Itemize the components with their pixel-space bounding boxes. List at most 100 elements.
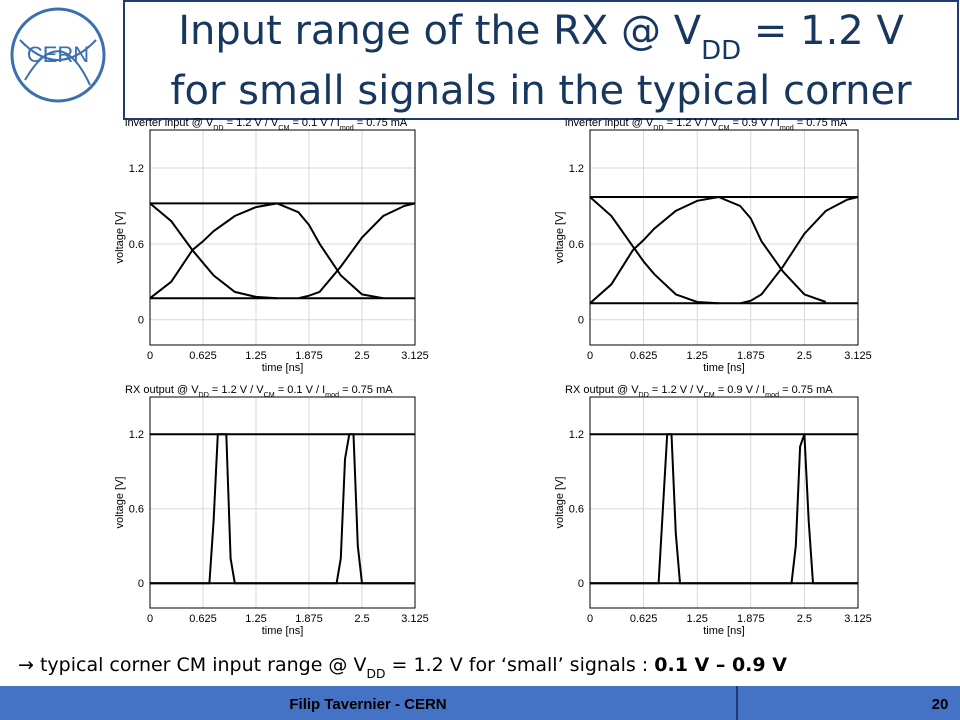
conclusion: → typical corner CM input range @ VDD = …	[18, 654, 787, 681]
plot-frame	[149, 396, 416, 609]
subscript: CM	[704, 391, 715, 399]
y-tick-label: 0	[578, 578, 584, 590]
subscript: DD	[199, 391, 209, 399]
trace	[149, 202, 278, 299]
text-run: = 0.9 V / I	[715, 384, 765, 396]
y-tick-label: 0	[578, 315, 584, 327]
text-run: = 0.75 mA	[339, 384, 393, 396]
cern-logo: CERN	[10, 7, 106, 103]
x-tick-label: 1.875	[737, 350, 765, 362]
y-tick-label: 1.2	[569, 429, 584, 441]
title-box	[123, 0, 959, 120]
trace	[589, 196, 719, 305]
text-run: = 1.2 V	[741, 8, 904, 54]
trace	[150, 433, 415, 585]
x-tick-label: 1.875	[737, 613, 765, 625]
text-run: = 1.2 V / V	[664, 117, 719, 129]
logo-ring	[10, 7, 106, 103]
y-tick-label: 0.6	[129, 504, 144, 516]
trace	[298, 202, 416, 300]
x-tick-label: 0.625	[189, 613, 217, 625]
trace	[590, 433, 858, 585]
x-tick-label: 0.625	[189, 350, 217, 362]
text-run: = 0.9 V / I	[729, 117, 779, 129]
chart: 0 0.625 1.25 1.875 2.5 3.125 0 0.6 1.2 inverter i…	[114, 117, 429, 374]
chart: 0 0.625 1.25 1.875 2.5 3.125 0 0.6 1.2 RX output …	[554, 384, 872, 637]
text-run: inverter input @ V	[565, 117, 654, 129]
x-tick-label: 0.625	[630, 613, 658, 625]
x-tick-label: 1.25	[686, 613, 707, 625]
subscript: DD	[213, 124, 223, 132]
logo-arc	[19, 39, 97, 86]
text-run: = 0.75 mA	[779, 384, 833, 396]
subscript: DD	[701, 36, 741, 66]
text-run: Input range of the RX @ V	[178, 8, 702, 54]
trace	[739, 196, 859, 305]
x-tick-label: 1.875	[295, 613, 323, 625]
subscript: mod	[765, 391, 779, 399]
x-tick-label: 2.5	[354, 613, 369, 625]
subscript: mod	[340, 124, 354, 132]
y-axis-label: voltage [V]	[554, 212, 566, 264]
slide-title: Input range of the RX @ VDD = 1.2 V	[178, 8, 904, 66]
x-axis-label: time [ns]	[262, 625, 304, 637]
plot-area	[150, 397, 415, 608]
y-axis-label: voltage [V]	[554, 477, 566, 529]
subscript: mod	[325, 391, 339, 399]
text-run: = 0.1 V / I	[275, 384, 325, 396]
x-axis-label: time [ns]	[262, 362, 304, 374]
subscript: CM	[264, 391, 275, 399]
x-tick-label: 0	[147, 613, 153, 625]
subscript: DD	[639, 391, 649, 399]
chart: 0 0.625 1.25 1.875 2.5 3.125 0 0.6 1.2 inverter i…	[554, 117, 872, 374]
text-run: = 1.2 V / V	[224, 117, 279, 129]
x-tick-label: 1.25	[245, 350, 266, 362]
x-tick-label: 3.125	[844, 613, 872, 625]
subscript: CM	[278, 124, 289, 132]
text-run: for small signals in the typical corner	[170, 68, 912, 114]
text-run: → typical corner CM input range @ V	[18, 654, 366, 676]
text-run: = 0.1 V / I	[289, 117, 339, 129]
y-tick-label: 1.2	[569, 163, 584, 175]
footer-author: Filip Tavernier - CERN	[289, 696, 446, 713]
x-tick-label: 1.25	[686, 350, 707, 362]
y-axis-label: voltage [V]	[114, 212, 126, 264]
x-tick-label: 3.125	[401, 350, 429, 362]
x-tick-label: 3.125	[844, 350, 872, 362]
y-tick-label: 0	[138, 578, 144, 590]
chart-title: RX output @ VDD = 1.2 V / VCM = 0.1 V / …	[125, 384, 393, 399]
logo-text: CERN	[27, 42, 89, 67]
plot-area	[150, 130, 415, 345]
text-run: = 0.75 mA	[354, 117, 408, 129]
text-run: inverter input @ V	[125, 117, 214, 129]
y-tick-label: 1.2	[129, 163, 144, 175]
subscript: mod	[780, 124, 794, 132]
x-tick-label: 2.5	[354, 350, 369, 362]
x-tick-label: 2.5	[797, 613, 812, 625]
plot-area	[590, 397, 858, 608]
x-tick-label: 0	[587, 350, 593, 362]
y-tick-label: 0.6	[569, 239, 584, 251]
trace	[276, 202, 384, 300]
x-tick-label: 0	[587, 613, 593, 625]
chart-title: inverter input @ VDD = 1.2 V / VCM = 0.1…	[125, 117, 408, 132]
subscript: CM	[718, 124, 729, 132]
text-run: = 1.2 V for ‘small’ signals :	[385, 654, 654, 676]
text-run: = 1.2 V / V	[649, 384, 704, 396]
text-run: = 1.2 V / V	[209, 384, 264, 396]
plot-area	[590, 130, 858, 345]
y-tick-label: 0.6	[569, 504, 584, 516]
chart: 0 0.625 1.25 1.875 2.5 3.125 0 0.6 1.2 RX output …	[114, 384, 429, 637]
y-axis-label: voltage [V]	[114, 477, 126, 529]
text-run: 0.1 V – 0.9 V	[654, 654, 787, 676]
footer-bar	[0, 686, 960, 720]
x-tick-label: 1.875	[295, 350, 323, 362]
x-tick-label: 2.5	[797, 350, 812, 362]
page-number: 20	[932, 696, 949, 713]
x-axis-label: time [ns]	[703, 625, 745, 637]
x-tick-label: 0.625	[630, 350, 658, 362]
trace	[718, 196, 827, 303]
text-run: = 0.75 mA	[794, 117, 848, 129]
y-tick-label: 0.6	[129, 239, 144, 251]
